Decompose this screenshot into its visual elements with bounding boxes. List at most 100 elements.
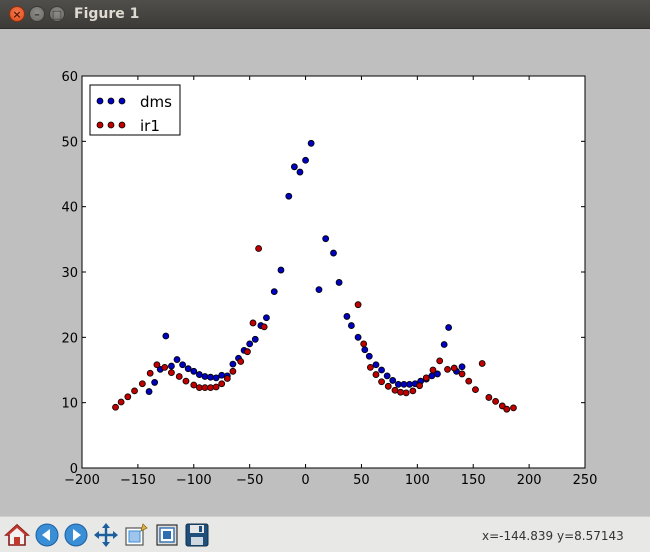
x-tick-label: −200	[64, 473, 100, 488]
data-point-ir1	[207, 384, 214, 392]
data-point-dms	[343, 313, 351, 320]
data-point-ir1	[436, 357, 444, 365]
legend-marker-dms	[118, 97, 126, 105]
data-point-ir1	[153, 361, 161, 369]
zoom-icon	[125, 523, 148, 546]
x-tick-label: 0	[301, 473, 309, 488]
data-point-dms	[229, 360, 237, 368]
maximize-window-button[interactable]: □	[49, 6, 65, 22]
data-point-dms	[361, 346, 369, 354]
data-point-ir1	[492, 397, 499, 405]
data-point-ir1	[138, 380, 146, 388]
data-point-dms	[184, 365, 192, 373]
data-point-ir1	[354, 301, 362, 309]
y-tick-label: 30	[61, 266, 78, 281]
data-point-ir1	[366, 363, 374, 371]
data-point-dms	[383, 372, 391, 380]
data-point-dms	[212, 374, 220, 382]
data-point-dms	[302, 156, 309, 164]
scatter-chart[interactable]: −200 −150 −100 −50 0 50 100 150 200 250 0 10 20 30 40 5…	[0, 29, 650, 516]
window-titlebar: × – □ Figure 1	[0, 0, 650, 29]
x-tick-label: −50	[236, 473, 263, 488]
data-point-ir1	[131, 387, 138, 395]
close-window-button[interactable]: ×	[9, 6, 25, 22]
data-point-ir1	[409, 387, 417, 395]
save-button[interactable]	[184, 522, 210, 548]
x-tick-label: 100	[405, 473, 430, 488]
data-point-ir1	[510, 404, 517, 412]
data-point-dms	[190, 367, 198, 375]
data-point-ir1	[260, 323, 268, 331]
home-button[interactable]	[3, 522, 31, 548]
data-point-dms	[335, 279, 343, 286]
data-point-ir1	[391, 386, 399, 394]
data-point-ir1	[397, 388, 404, 396]
data-point-dms	[251, 335, 259, 343]
data-point-dms	[372, 361, 380, 369]
data-point-ir1	[472, 386, 479, 394]
data-point-ir1	[117, 398, 125, 406]
data-point-dms	[195, 371, 203, 378]
data-point-ir1	[384, 382, 392, 390]
data-point-dms	[277, 266, 285, 274]
x-tick-label: 50	[353, 473, 370, 488]
data-point-ir1	[195, 384, 203, 392]
navigation-toolbar: x=-144.839 y=8.57143	[0, 516, 650, 552]
legend-marker-ir1	[96, 121, 104, 129]
data-point-dms	[173, 356, 181, 363]
y-tick-label: 10	[61, 397, 78, 412]
data-point-ir1	[161, 363, 169, 371]
data-point-dms	[434, 370, 441, 378]
data-point-dms	[270, 288, 278, 296]
data-point-ir1	[175, 373, 183, 380]
x-tick-label: 250	[573, 473, 598, 488]
data-point-ir1	[444, 365, 451, 373]
data-point-ir1	[190, 381, 198, 389]
data-point-dms	[389, 377, 397, 384]
x-tick-label: −100	[176, 473, 212, 488]
data-point-ir1	[237, 358, 245, 365]
window-title: Figure 1	[74, 6, 140, 22]
data-point-dms	[246, 340, 254, 348]
data-point-dms	[207, 373, 214, 381]
zoom-button[interactable]	[123, 522, 149, 548]
x-tick-label: 200	[517, 473, 542, 488]
data-point-ir1	[402, 389, 410, 397]
data-point-dms	[285, 192, 293, 200]
data-point-ir1	[124, 393, 132, 401]
data-point-dms	[394, 380, 402, 388]
data-point-dms	[263, 314, 270, 322]
legend-box	[89, 84, 181, 136]
forward-button[interactable]	[63, 522, 89, 548]
data-point-ir1	[229, 367, 237, 375]
data-point-dms	[330, 249, 337, 257]
data-point-ir1	[223, 375, 231, 382]
save-icon	[185, 523, 209, 547]
legend-marker-dms	[107, 97, 115, 105]
data-point-ir1	[478, 360, 486, 367]
figure-canvas[interactable]: −200 −150 −100 −50 0 50 100 150 200 250 0 10 20 30 40 5…	[0, 29, 650, 516]
plot-area[interactable]	[81, 75, 586, 469]
data-point-dms	[428, 372, 436, 380]
data-point-dms	[290, 163, 298, 171]
back-button[interactable]	[34, 522, 60, 548]
y-tick-label: 60	[61, 70, 78, 85]
y-tick-label: 50	[61, 135, 78, 150]
data-point-ir1	[201, 384, 209, 392]
legend-marker-ir1	[107, 121, 115, 129]
data-point-dms	[400, 380, 408, 388]
pan-button[interactable]	[93, 522, 119, 548]
data-point-dms	[347, 322, 355, 329]
data-point-dms	[406, 380, 413, 388]
data-point-dms	[168, 362, 175, 370]
configure-subplots-button[interactable]	[154, 522, 180, 548]
minimize-window-button[interactable]: –	[29, 6, 45, 22]
data-point-dms	[145, 388, 153, 395]
y-tick-label: 40	[61, 201, 78, 216]
data-point-ir1	[218, 380, 226, 388]
series-ir1	[112, 245, 517, 413]
legend-label-dms: dms	[140, 93, 172, 111]
home-icon	[3, 523, 31, 546]
data-point-ir1	[485, 394, 493, 401]
subplots-icon	[156, 524, 178, 546]
